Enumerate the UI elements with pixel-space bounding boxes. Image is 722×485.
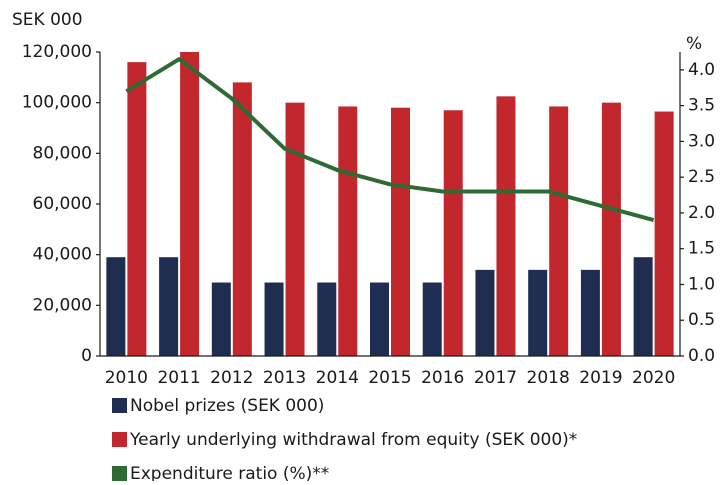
x-tick-label: 2016 xyxy=(421,368,464,388)
y2-tick-label: 1.0 xyxy=(688,274,715,294)
bar xyxy=(496,96,516,356)
bar xyxy=(443,110,463,357)
x-tick-label: 2014 xyxy=(316,368,359,388)
x-tick-label: 2017 xyxy=(474,368,517,388)
legend-swatch xyxy=(112,398,127,413)
legend-label: Nobel prizes (SEK 000) xyxy=(130,396,324,416)
bar xyxy=(159,257,179,356)
bar xyxy=(528,269,548,356)
bar xyxy=(391,107,410,356)
bar xyxy=(475,269,495,356)
x-tick-label: 2013 xyxy=(263,368,306,388)
legend-label: Yearly underlying withdrawal from equity… xyxy=(129,430,577,450)
bar xyxy=(285,102,305,357)
x-tick-label: 2012 xyxy=(210,368,253,388)
line xyxy=(125,57,655,223)
bar xyxy=(422,282,442,356)
y2-tick-label: 2.5 xyxy=(688,167,715,187)
bar xyxy=(106,257,126,356)
y2-axis-label: % xyxy=(686,34,702,54)
y-tick-label: 80,000 xyxy=(33,143,92,163)
bar xyxy=(264,282,284,356)
y-tick-label: 20,000 xyxy=(33,295,92,315)
x-tick-label: 2018 xyxy=(527,368,570,388)
bar xyxy=(601,102,621,357)
bar xyxy=(633,257,653,356)
y2-tick-label: 0.5 xyxy=(688,310,715,330)
y2-tick-label: 3.5 xyxy=(688,96,715,116)
y2-tick-label: 1.5 xyxy=(688,239,715,259)
x-tick-label: 2010 xyxy=(105,368,148,388)
bar xyxy=(654,111,674,357)
x-tick-label: 2015 xyxy=(368,368,411,388)
bar xyxy=(580,269,600,356)
y-tick-label: 120,000 xyxy=(22,42,92,62)
y2-tick-label: 0.0 xyxy=(688,346,715,366)
x-tick-label: 2020 xyxy=(632,368,675,388)
legend-swatch xyxy=(112,432,127,447)
bar xyxy=(127,62,147,357)
bar xyxy=(317,282,337,356)
y-axis-label: SEK 000 xyxy=(12,10,83,30)
y2-tick-label: 2.0 xyxy=(688,203,715,223)
y-tick-label: 0 xyxy=(81,346,92,366)
y2-tick-label: 3.0 xyxy=(688,131,715,151)
bar xyxy=(211,282,231,356)
y-tick-label: 100,000 xyxy=(22,93,92,113)
y2-tick-label: 4.0 xyxy=(688,60,715,80)
bar xyxy=(549,106,569,356)
legend-label: Expenditure ratio (%)** xyxy=(130,464,329,481)
bar xyxy=(370,282,389,356)
bar xyxy=(338,106,358,356)
legend-swatch xyxy=(112,466,127,481)
y-tick-label: 40,000 xyxy=(33,245,92,265)
bar xyxy=(232,82,252,357)
x-tick-label: 2011 xyxy=(157,368,200,388)
x-tick-label: 2019 xyxy=(579,368,622,388)
y-tick-label: 60,000 xyxy=(33,194,92,214)
bar xyxy=(180,52,200,356)
